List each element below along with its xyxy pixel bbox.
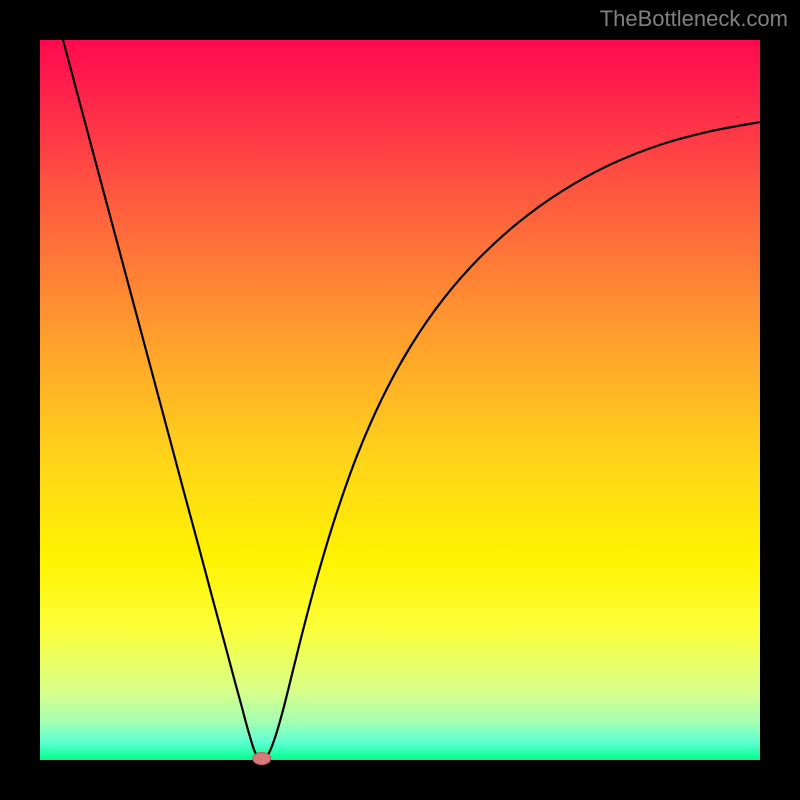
chart-stage: TheBottleneck.com [0, 0, 800, 800]
bottleneck-min [253, 753, 271, 765]
source-label: TheBottleneck.com [600, 6, 788, 32]
markers-layer [253, 753, 271, 765]
chart-svg [0, 0, 800, 800]
